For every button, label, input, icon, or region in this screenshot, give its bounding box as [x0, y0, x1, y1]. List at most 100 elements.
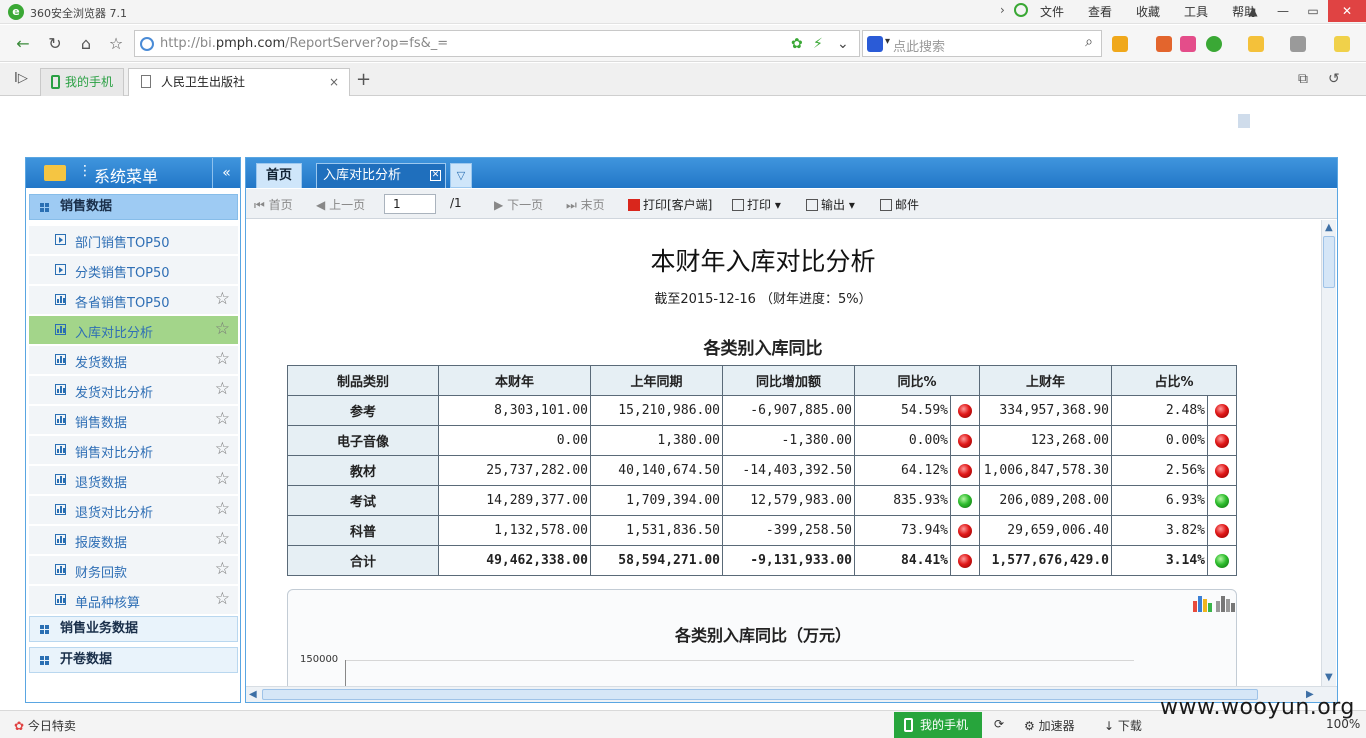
close-tab-icon[interactable]: ✕ [430, 170, 441, 181]
game-icon[interactable] [1248, 36, 1264, 52]
back-arrow-icon[interactable]: ← [16, 34, 30, 53]
maximize-button[interactable]: ▭ [1307, 4, 1319, 18]
sidebar-item-returns-data[interactable]: 退货数据 ☆ [29, 466, 238, 494]
page-number-input[interactable]: 1 [384, 194, 436, 214]
bar-chart-gray-icon[interactable] [1215, 592, 1235, 612]
engine-dropdown-icon[interactable]: ▾ [885, 36, 891, 47]
sidebar-item-single-title-accounting[interactable]: 单品种核算 ☆ [29, 586, 238, 614]
first-page-button[interactable]: ⏮ 首页 [254, 198, 293, 212]
sidebar-item-inbound-compare[interactable]: 入库对比分析 ☆ [29, 316, 238, 344]
accelerator-button[interactable]: ⚙ 加速器 [1024, 719, 1075, 733]
star-icon[interactable]: ☆ [214, 319, 230, 339]
lightning-icon[interactable]: ⚡ [813, 36, 823, 52]
menu-group-sales-business[interactable]: 销售业务数据 [29, 616, 238, 642]
tab-inbound-compare[interactable]: 入库对比分析 ✕ [316, 163, 446, 188]
undo-close-icon[interactable]: ↺ [1328, 71, 1340, 87]
prev-page-button[interactable]: ◀ 上一页 [316, 198, 366, 212]
sidebar-item-scrap-data[interactable]: 报废数据 ☆ [29, 526, 238, 554]
horizontal-scroll-thumb[interactable] [262, 689, 1258, 700]
shirt-icon[interactable]: ▲ [1248, 4, 1258, 18]
apps-icon[interactable] [1112, 36, 1128, 52]
sidebar-item-returns-compare[interactable]: 退货对比分析 ☆ [29, 496, 238, 524]
chevron-down-icon[interactable]: ⌄ [837, 36, 849, 52]
star-icon[interactable]: ☆ [214, 529, 230, 549]
star-icon[interactable]: ☆ [214, 499, 230, 519]
chart-y-axis [345, 660, 346, 686]
cart-icon[interactable] [1180, 36, 1196, 52]
new-tab-button[interactable]: + [356, 69, 372, 90]
star-icon[interactable]: ☆ [214, 289, 230, 309]
scroll-left-icon[interactable]: ◀ [249, 689, 257, 700]
star-icon[interactable]: ☆ [214, 439, 230, 459]
hand-icon[interactable] [1334, 36, 1350, 52]
zoom-level[interactable]: 100% [1326, 717, 1361, 731]
sidebar-item-province-top50[interactable]: 各省销售TOP50 ☆ [29, 286, 238, 314]
sidebar-item-sales-compare[interactable]: 销售对比分析 ☆ [29, 436, 238, 464]
security-shield-icon[interactable]: ✿ [791, 36, 803, 52]
mail-button[interactable]: 邮件 [880, 196, 919, 213]
sidebar-item-category-top50[interactable]: 分类销售TOP50 [29, 256, 238, 284]
bar-chart-icon[interactable] [1192, 592, 1212, 612]
menu-favorites[interactable]: 收藏 [1136, 5, 1161, 19]
menu-tools[interactable]: 工具 [1184, 5, 1209, 19]
screenshot-icon[interactable] [1290, 36, 1306, 52]
tab-menu-dropdown-icon[interactable]: ▽ [450, 163, 472, 188]
translate-icon[interactable] [1156, 36, 1172, 52]
scroll-up-icon[interactable]: ▲ [1325, 222, 1333, 233]
next-page-button[interactable]: ▶ 下一页 [494, 198, 544, 212]
my-phone-button[interactable]: 我的手机 [894, 712, 982, 738]
tab-list-icon[interactable]: ⧉ [1298, 71, 1308, 87]
tab-my-phone[interactable]: 我的手机 [40, 68, 124, 96]
collapse-sidebar-icon[interactable]: « [212, 158, 240, 188]
last-page-button[interactable]: ⏭ 末页 [566, 198, 605, 212]
bookmark-star-icon[interactable]: ☆ [108, 34, 124, 53]
vertical-scroll-thumb[interactable] [1323, 236, 1335, 288]
chevron-right-icon[interactable]: › [1000, 3, 1005, 17]
refresh-icon[interactable]: ↻ [48, 34, 62, 53]
download-button[interactable]: ↓ 下载 [1104, 719, 1142, 733]
sidebar-item-finance-collection[interactable]: 财务回款 ☆ [29, 556, 238, 584]
star-icon[interactable]: ☆ [214, 349, 230, 369]
safe-icon[interactable] [1206, 36, 1222, 52]
tab-home[interactable]: 首页 [256, 163, 302, 188]
star-icon[interactable]: ☆ [214, 409, 230, 429]
star-icon[interactable]: ☆ [214, 469, 230, 489]
star-icon[interactable]: ☆ [214, 559, 230, 579]
menu-file[interactable]: 文件 [1040, 5, 1065, 19]
close-tab-icon[interactable]: × [328, 75, 339, 89]
sidebar-toggle-icon[interactable]: I▷ [14, 71, 28, 86]
scroll-down-icon[interactable]: ▼ [1325, 672, 1333, 683]
tab-pmph[interactable]: 人民卫生出版社 × [128, 68, 350, 96]
horizontal-scrollbar[interactable]: ◀ ▶ [246, 686, 1337, 702]
sidebar-item-shipping-compare[interactable]: 发货对比分析 ☆ [29, 376, 238, 404]
print-client-button[interactable]: 打印[客户端] [628, 196, 712, 213]
search-box[interactable]: ▾ 点此搜索 ⌕ [862, 30, 1102, 57]
home-icon[interactable]: ⌂ [80, 34, 92, 53]
star-icon[interactable]: ☆ [214, 589, 230, 609]
menu-group-sales-data[interactable]: 销售数据 [29, 194, 238, 220]
search-icon[interactable]: ⌕ [1085, 34, 1093, 50]
menu-view[interactable]: 查看 [1088, 5, 1113, 19]
sidebar-item-sales-data[interactable]: 销售数据 ☆ [29, 406, 238, 434]
sidebar-item-shipping-data[interactable]: 发货数据 ☆ [29, 346, 238, 374]
star-icon[interactable]: ☆ [214, 379, 230, 399]
daily-deals-link[interactable]: ✿ 今日特卖 [14, 719, 76, 733]
address-bar[interactable]: http://bi.pmph.com/ReportServer?op=fs&_=… [134, 30, 860, 57]
menu-group-openbook[interactable]: 开卷数据 [29, 647, 238, 673]
scroll-right-icon[interactable]: ▶ [1306, 689, 1314, 700]
vertical-scrollbar[interactable]: ▲ ▼ [1321, 220, 1336, 686]
search-input[interactable]: 点此搜索 [893, 40, 946, 55]
minimize-button[interactable]: — [1277, 4, 1289, 18]
print-button[interactable]: 打印 ▾ [732, 196, 781, 213]
category-cell: 科普 [287, 515, 439, 546]
user-icon[interactable] [1014, 3, 1028, 17]
feedback-icon[interactable]: ⟳ [994, 717, 1005, 731]
current-fy-cell: 49,462,338.00 [438, 545, 591, 576]
yoy-status-light [950, 395, 980, 426]
sidebar-item-dept-top50[interactable]: 部门销售TOP50 [29, 226, 238, 254]
close-window-button[interactable]: ✕ [1328, 0, 1366, 22]
address-url[interactable]: http://bi.pmph.com/ReportServer?op=fs&_= [160, 36, 449, 51]
export-button[interactable]: 输出 ▾ [806, 196, 855, 213]
search-engine-icon[interactable] [867, 36, 883, 52]
menu-help[interactable]: 帮助 [1232, 5, 1257, 19]
